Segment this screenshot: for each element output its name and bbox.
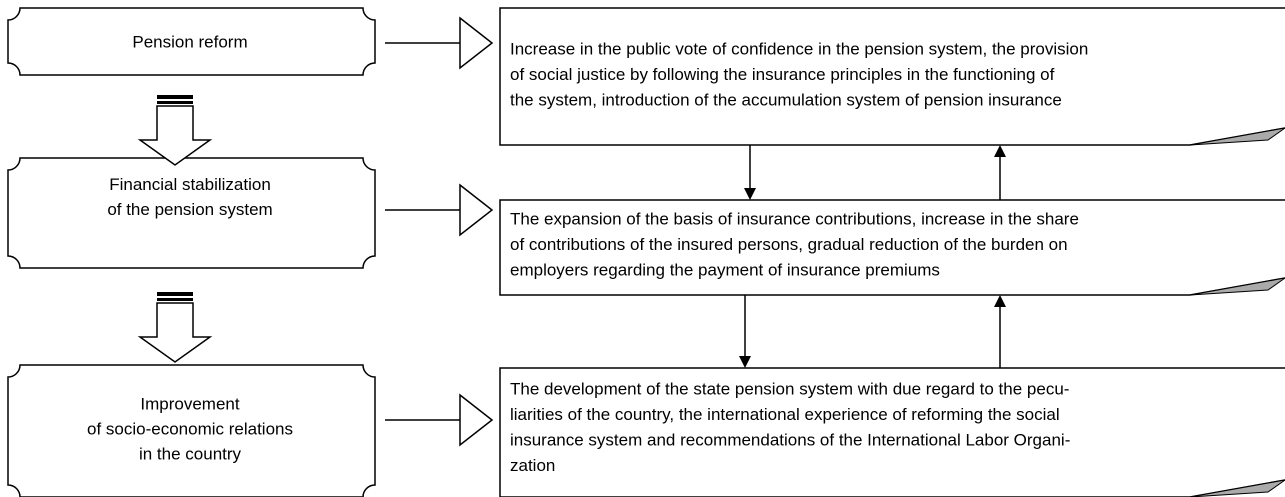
- node-box: [7, 7, 376, 76]
- outcome-text: of social justice by following the insur…: [510, 65, 1055, 84]
- outcome-text: zation: [510, 456, 555, 475]
- connector-arrow: [744, 145, 756, 200]
- right-arrow: [385, 183, 494, 237]
- connector-arrow: [739, 295, 751, 368]
- node-label: of socio-economic relations: [87, 419, 293, 438]
- outcome-text: insurance system and recommendations of …: [510, 430, 1070, 449]
- node-box: [7, 157, 376, 269]
- node-label: in the country: [139, 444, 242, 463]
- outcome-box: [499, 367, 1285, 497]
- node-label: Pension reform: [132, 32, 247, 51]
- outcome-text: the system, introduction of the accumula…: [510, 90, 1062, 109]
- connector-arrow: [994, 295, 1006, 368]
- down-arrow: [137, 292, 213, 363]
- outcome-text: liarities of the country, the internatio…: [510, 405, 1060, 424]
- node-box: [7, 364, 376, 497]
- outcome-text: Increase in the public vote of confidenc…: [510, 39, 1088, 58]
- outcome-text: The expansion of the basis of insurance …: [510, 209, 1079, 228]
- node-label: of the pension system: [107, 200, 272, 219]
- outcome-box: [499, 199, 1285, 296]
- right-arrow: [385, 393, 494, 447]
- node-label: Improvement: [140, 394, 239, 413]
- connector-arrow: [994, 145, 1006, 200]
- outcome-text: The development of the state pension sys…: [510, 379, 1069, 398]
- outcome-box: [499, 7, 1285, 146]
- outcome-text: of contributions of the insured persons,…: [510, 235, 1068, 254]
- node-label: Financial stabilization: [109, 175, 271, 194]
- down-arrow: [137, 95, 213, 166]
- outcome-text: employers regarding the payment of insur…: [510, 260, 940, 279]
- right-arrow: [385, 16, 494, 70]
